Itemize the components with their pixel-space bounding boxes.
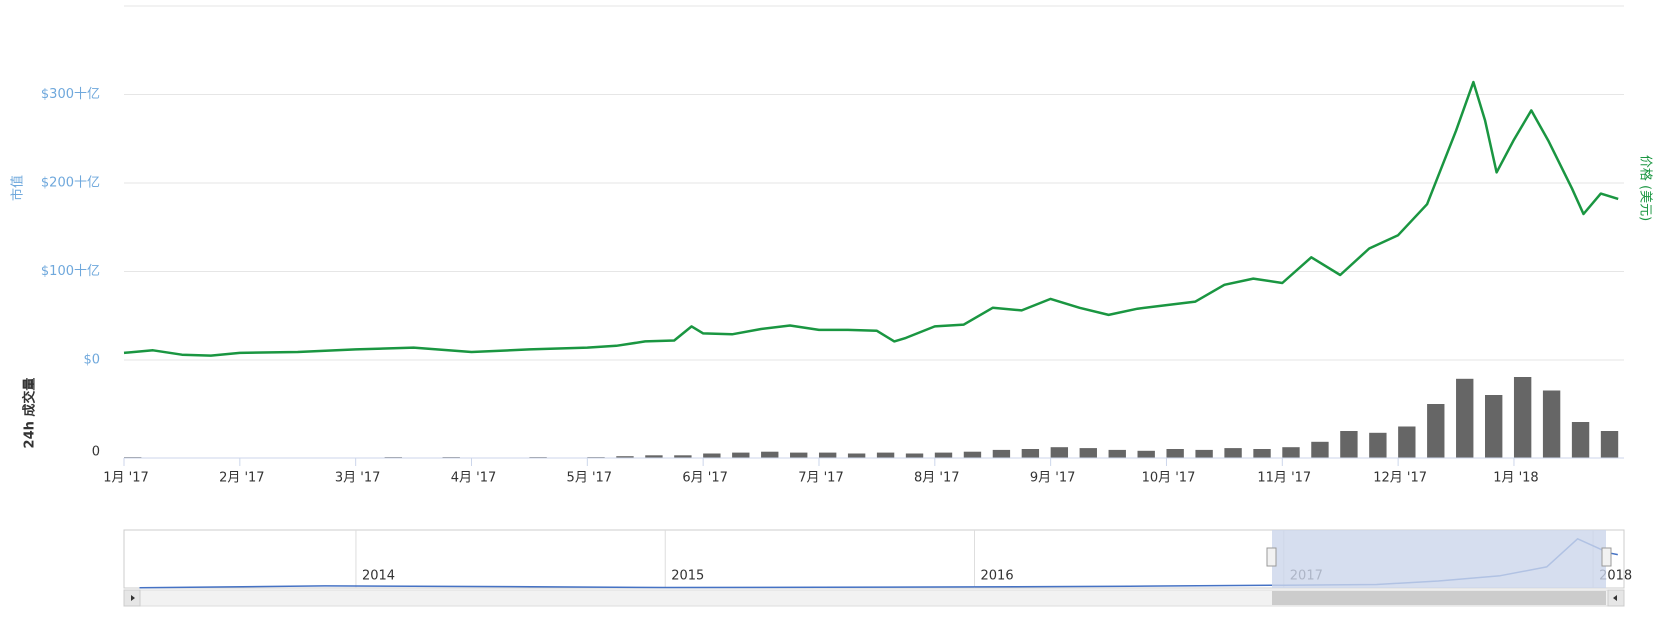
volume-bar	[992, 449, 1011, 458]
x-tick-label: 7月 '17	[798, 471, 844, 486]
x-tick-label: 2016	[981, 569, 1014, 584]
x-tick-label: 8月 '17	[914, 471, 960, 486]
volume-bar	[1513, 377, 1532, 458]
volume-bar	[1427, 404, 1445, 458]
volume-bar	[1108, 449, 1126, 458]
volume-bar	[1021, 449, 1040, 458]
volume-bar	[1137, 450, 1155, 458]
volume-axis-title: 24h 成交量	[22, 378, 38, 449]
volume-bar	[818, 452, 837, 458]
volume-bar	[645, 455, 663, 458]
volume-bar	[1456, 378, 1474, 458]
y-tick-label: 0	[92, 445, 100, 460]
x-tick-label: 2018	[1599, 569, 1632, 584]
x-tick-label: 11月 '17	[1257, 471, 1311, 486]
volume-bar	[1282, 447, 1300, 458]
x-tick-label: 9月 '17	[1030, 471, 1076, 486]
volume-bar	[1079, 448, 1097, 458]
x-tick-label: 6月 '17	[682, 471, 728, 486]
x-tick-label: 1月 '18	[1493, 471, 1539, 486]
x-tick-label: 5月 '17	[567, 471, 613, 486]
y-tick-label: $100十亿	[41, 264, 100, 279]
x-tick-label: 2015	[671, 569, 704, 584]
x-tick-label: 3月 '17	[335, 471, 381, 486]
x-tick-label: 10月 '17	[1142, 471, 1196, 486]
volume-bar	[1050, 447, 1069, 458]
navigator-selection[interactable]	[1272, 530, 1606, 588]
volume-bar	[963, 451, 982, 458]
navigator-handle[interactable]	[1266, 547, 1277, 567]
volume-bar	[905, 453, 924, 458]
y-tick-label: $300十亿	[41, 87, 100, 102]
y2-axis-title: 价格 (美元)	[1638, 155, 1654, 221]
x-tick-label: 1月 '17	[103, 471, 149, 486]
volume-bar	[934, 452, 953, 458]
navigator-frame	[123, 529, 1625, 589]
volume-bar	[732, 452, 750, 458]
volume-bar	[1224, 448, 1242, 458]
volume-bar	[674, 455, 692, 458]
volume-bar	[761, 451, 779, 458]
y-tick-label: $0	[83, 353, 100, 368]
volume-bar	[876, 452, 895, 458]
volume-bar	[847, 453, 866, 458]
x-tick-label: 2014	[362, 569, 395, 584]
volume-bar	[1166, 449, 1184, 458]
data-line	[123, 80, 1619, 357]
volume-bar	[1195, 449, 1213, 458]
volume-bar	[1542, 390, 1561, 458]
x-tick-label: 2月 '17	[219, 471, 265, 486]
volume-bar	[1340, 431, 1358, 458]
y-axis-title: 市值	[10, 175, 26, 201]
navigator-handle[interactable]	[1601, 547, 1612, 567]
volume-bar	[1485, 395, 1503, 458]
volume-bar	[1571, 422, 1590, 458]
volume-bar	[1311, 441, 1329, 458]
scrollbar-thumb[interactable]	[1272, 591, 1606, 605]
volume-bar	[1398, 426, 1416, 458]
volume-bar	[1600, 431, 1619, 458]
volume-bar	[703, 453, 721, 458]
x-tick-label: 12月 '17	[1373, 471, 1427, 486]
volume-bar	[616, 456, 634, 458]
volume-bar	[1369, 432, 1387, 458]
volume-bar	[790, 452, 808, 458]
y-tick-label: $200十亿	[41, 176, 100, 191]
x-tick-label: 4月 '17	[451, 471, 497, 486]
volume-bar	[1253, 449, 1271, 458]
